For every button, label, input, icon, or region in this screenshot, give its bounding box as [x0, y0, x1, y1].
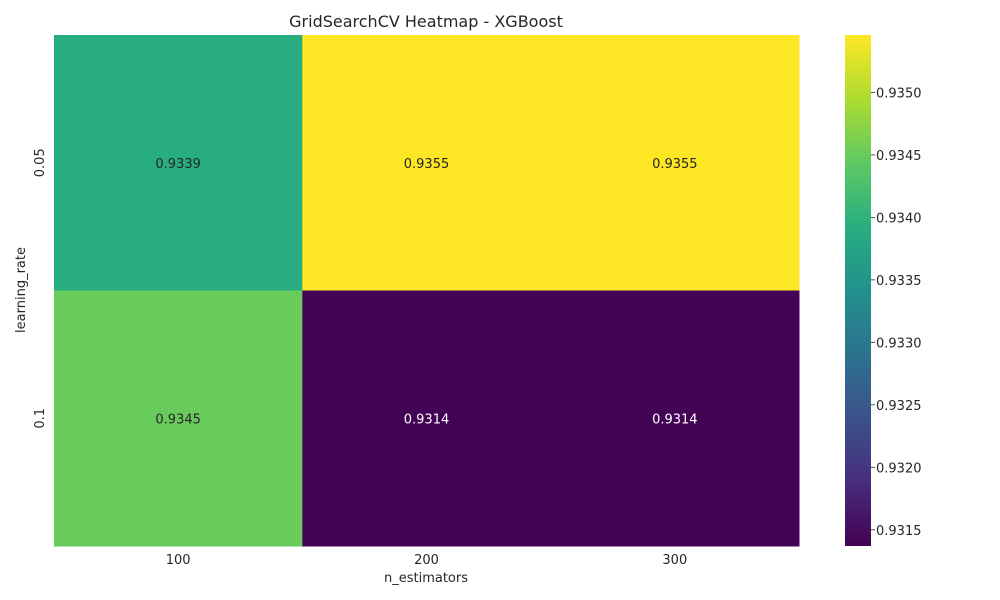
cell-value-label: 0.9314: [404, 412, 450, 427]
heatmap-cell: [302, 35, 552, 291]
colorbar-tick-label: 0.9345: [876, 149, 922, 164]
heatmap-cell: [550, 35, 800, 291]
cell-value-label: 0.9355: [404, 157, 450, 172]
heatmap-cell: [550, 290, 800, 547]
heatmap-cell: [302, 290, 552, 547]
chart-title: GridSearchCV Heatmap - XGBoost: [289, 12, 563, 31]
y-tick-labels: 0.05 0.1: [33, 148, 48, 428]
cell-value-label: 0.9314: [652, 412, 698, 427]
colorbar-tick-label: 0.9350: [876, 86, 922, 101]
heatmap-cell: [54, 35, 303, 291]
colorbar-tick-label: 0.9315: [876, 524, 922, 539]
colorbar-tick-label: 0.9320: [876, 461, 922, 476]
x-tick-label: 200: [414, 553, 439, 568]
cell-value-label: 0.9355: [652, 157, 698, 172]
colorbar-ticks: 0.9315 0.9320 0.9325 0.9330 0.9335 0.9340 0.93…: [871, 86, 922, 539]
heatmap-cells: [54, 35, 800, 547]
colorbar-tick-label: 0.9340: [876, 211, 922, 226]
colorbar-tick-label: 0.9335: [876, 274, 922, 289]
y-axis-label: learning_rate: [14, 247, 29, 333]
x-tick-label: 300: [662, 553, 687, 568]
x-axis-label: n_estimators: [384, 571, 468, 586]
colorbar-tick-label: 0.9325: [876, 399, 922, 414]
x-tick-labels: 100 200 300: [166, 553, 687, 568]
heatmap-cell-labels: 0.9339 0.9355 0.9355 0.9345 0.9314 0.9314: [155, 157, 697, 428]
colorbar-tick-label: 0.9330: [876, 336, 922, 351]
x-tick-label: 100: [166, 553, 191, 568]
cell-value-label: 0.9339: [155, 157, 201, 172]
colorbar: [845, 35, 871, 546]
cell-value-label: 0.9345: [155, 412, 201, 427]
y-tick-label: 0.1: [33, 408, 48, 429]
y-tick-label: 0.05: [33, 148, 48, 177]
heatmap-cell: [54, 290, 303, 547]
